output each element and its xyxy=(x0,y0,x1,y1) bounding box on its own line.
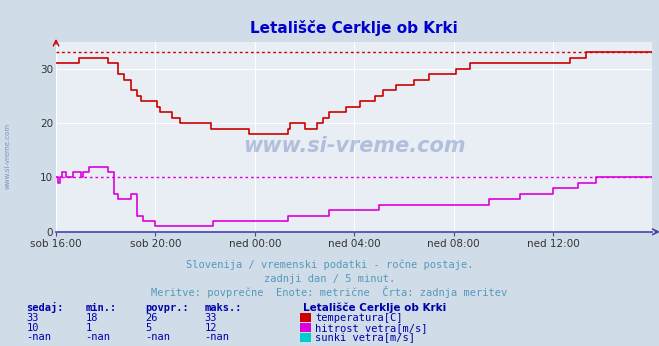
Text: min.:: min.: xyxy=(86,303,117,313)
Text: hitrost vetra[m/s]: hitrost vetra[m/s] xyxy=(315,323,428,333)
Text: Slovenija / vremenski podatki - ročne postaje.: Slovenija / vremenski podatki - ročne po… xyxy=(186,260,473,270)
Text: maks.:: maks.: xyxy=(204,303,242,313)
Text: sedaj:: sedaj: xyxy=(26,302,64,313)
Text: zadnji dan / 5 minut.: zadnji dan / 5 minut. xyxy=(264,274,395,284)
Text: www.si-vreme.com: www.si-vreme.com xyxy=(243,136,465,156)
Text: www.si-vreme.com: www.si-vreme.com xyxy=(5,122,11,189)
Text: -nan: -nan xyxy=(145,333,170,343)
Text: 33: 33 xyxy=(204,313,217,323)
Text: -nan: -nan xyxy=(204,333,229,343)
Text: 10: 10 xyxy=(26,323,39,333)
Text: 5: 5 xyxy=(145,323,151,333)
Text: Letališče Cerklje ob Krki: Letališče Cerklje ob Krki xyxy=(303,302,446,313)
Text: sunki vetra[m/s]: sunki vetra[m/s] xyxy=(315,333,415,343)
Text: 18: 18 xyxy=(86,313,98,323)
Text: 26: 26 xyxy=(145,313,158,323)
Text: 1: 1 xyxy=(86,323,92,333)
Text: -nan: -nan xyxy=(26,333,51,343)
Text: povpr.:: povpr.: xyxy=(145,303,188,313)
Title: Letališče Cerklje ob Krki: Letališče Cerklje ob Krki xyxy=(250,20,458,36)
Text: 33: 33 xyxy=(26,313,39,323)
Text: -nan: -nan xyxy=(86,333,111,343)
Text: temperatura[C]: temperatura[C] xyxy=(315,313,403,323)
Text: Meritve: povprečne  Enote: metrične  Črta: zadnja meritev: Meritve: povprečne Enote: metrične Črta:… xyxy=(152,286,507,298)
Text: 12: 12 xyxy=(204,323,217,333)
